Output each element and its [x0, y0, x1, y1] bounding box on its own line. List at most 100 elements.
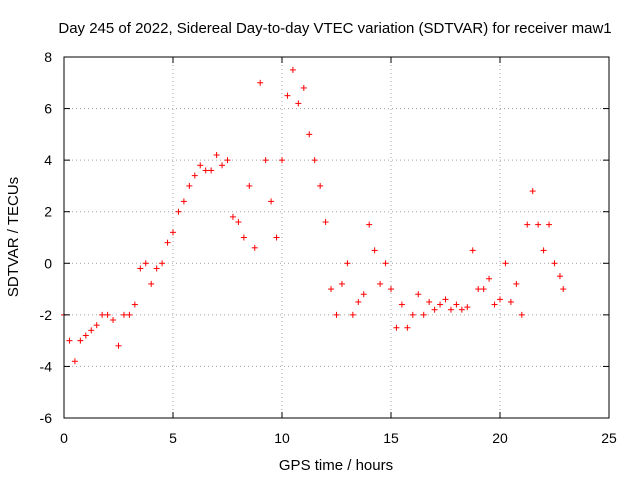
x-axis-label: GPS time / hours — [279, 457, 393, 474]
data-point — [170, 229, 176, 236]
y-tick-label: -2 — [40, 307, 53, 323]
data-point — [300, 84, 307, 91]
data-point — [546, 221, 553, 228]
data-point — [306, 131, 313, 138]
data-series — [61, 66, 567, 365]
data-point — [66, 337, 73, 344]
data-point — [104, 311, 111, 318]
data-point — [355, 298, 362, 305]
y-tick-label: -6 — [40, 410, 53, 426]
data-point — [268, 198, 275, 205]
data-point — [344, 260, 351, 267]
data-point — [153, 265, 160, 272]
data-point — [82, 332, 89, 339]
data-point — [491, 301, 498, 308]
data-point — [431, 306, 438, 313]
data-point — [311, 157, 318, 164]
data-point — [458, 306, 465, 313]
data-point — [229, 213, 236, 220]
data-point — [159, 260, 166, 267]
data-point — [556, 273, 563, 280]
y-axis-label: SDTVAR / TECUs — [5, 177, 22, 297]
data-point — [202, 167, 209, 174]
data-point — [175, 208, 182, 215]
data-point — [415, 291, 422, 298]
data-point — [560, 286, 567, 293]
data-point — [224, 157, 231, 164]
data-point — [518, 311, 525, 318]
y-axis: -6 -4 -2 0 2 4 6 8 — [40, 49, 609, 426]
data-point — [388, 286, 394, 293]
data-point — [279, 157, 285, 164]
data-point — [71, 358, 78, 365]
data-point — [284, 92, 291, 99]
data-point — [148, 280, 155, 287]
data-point — [213, 151, 220, 158]
data-point — [235, 219, 242, 226]
x-tick-label: 10 — [274, 430, 290, 446]
data-point — [409, 311, 416, 318]
data-point — [437, 301, 444, 308]
x-tick-label: 25 — [601, 430, 617, 446]
data-point — [191, 172, 198, 179]
data-point — [524, 221, 531, 228]
data-point — [475, 286, 482, 293]
data-point — [377, 280, 384, 287]
data-point — [322, 219, 329, 226]
data-point — [115, 342, 122, 349]
data-point — [426, 298, 433, 305]
data-point — [469, 247, 476, 254]
data-point — [240, 234, 247, 241]
data-point — [497, 296, 503, 303]
data-point — [502, 260, 509, 267]
data-point — [529, 188, 536, 195]
y-tick-label: 0 — [44, 255, 52, 271]
data-point — [540, 247, 547, 254]
data-point — [126, 311, 133, 318]
y-tick-label: -4 — [40, 358, 53, 374]
data-point — [507, 298, 514, 305]
data-point — [93, 322, 100, 329]
data-point — [120, 311, 127, 318]
data-point — [420, 311, 427, 318]
data-point — [486, 275, 493, 282]
data-point — [366, 221, 373, 228]
data-point — [333, 311, 340, 318]
data-point — [246, 182, 253, 189]
data-point — [371, 247, 378, 254]
data-point — [453, 301, 460, 308]
data-point — [289, 66, 296, 73]
data-point — [393, 324, 400, 331]
x-tick-label: 5 — [169, 430, 177, 446]
data-point — [273, 234, 280, 241]
data-point — [88, 327, 95, 334]
data-point — [404, 324, 411, 331]
x-tick-label: 0 — [60, 430, 68, 446]
x-tick-label: 15 — [383, 430, 399, 446]
plot-frame — [63, 56, 610, 419]
chart-title: Day 245 of 2022, Sidereal Day-to-day VTE… — [58, 20, 611, 37]
data-point — [360, 291, 367, 298]
data-point — [535, 221, 542, 228]
data-point — [338, 280, 345, 287]
data-point — [295, 100, 302, 107]
data-point — [349, 311, 356, 318]
data-point — [99, 311, 106, 318]
data-point — [551, 260, 558, 267]
data-point — [137, 265, 144, 272]
data-point — [382, 260, 389, 267]
y-tick-label: 2 — [44, 204, 52, 220]
data-point — [317, 182, 324, 189]
data-point — [208, 167, 215, 174]
data-point — [262, 157, 269, 164]
data-point — [251, 244, 258, 251]
data-point — [513, 280, 520, 287]
data-point — [442, 296, 449, 303]
data-point — [480, 286, 487, 293]
data-point — [219, 162, 226, 169]
y-tick-label: 6 — [44, 101, 52, 117]
data-point — [398, 301, 405, 308]
data-point — [110, 317, 117, 324]
data-point — [257, 79, 264, 86]
